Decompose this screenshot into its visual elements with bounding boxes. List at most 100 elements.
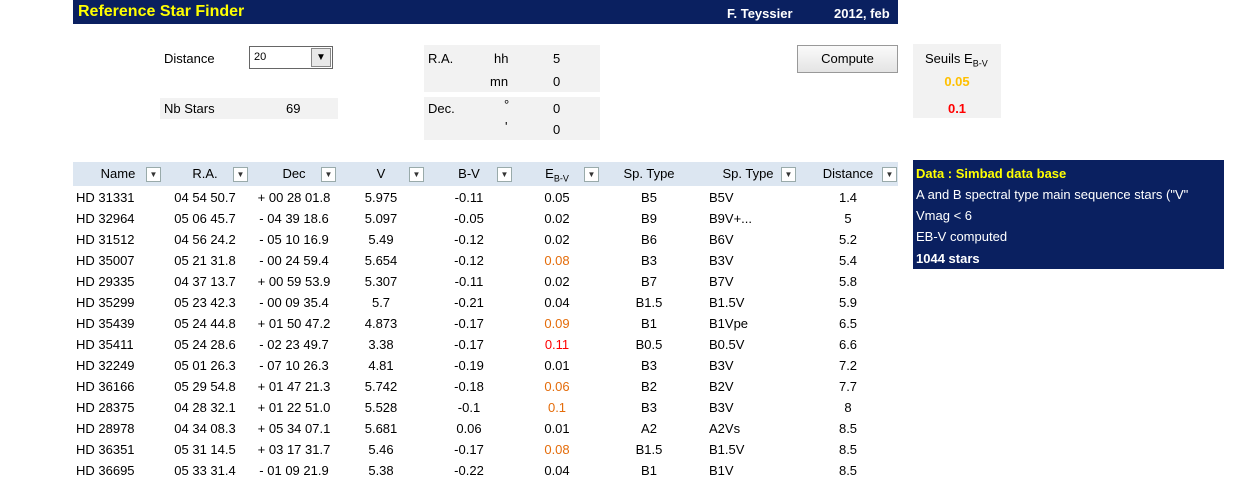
dec-min-label: ' bbox=[505, 119, 508, 134]
distance-label: Distance bbox=[164, 51, 215, 66]
filter-button[interactable]: ▼ bbox=[321, 167, 336, 182]
table-cell: HD 36351 bbox=[76, 442, 135, 457]
table-cell: 5.742 bbox=[364, 379, 398, 394]
column-header-text: Sp. Type bbox=[722, 166, 774, 181]
table-cell: HD 29335 bbox=[76, 274, 135, 289]
table-cell: 5.528 bbox=[364, 400, 398, 415]
filter-button[interactable]: ▼ bbox=[146, 167, 161, 182]
table-cell: 05 33 31.4 bbox=[174, 463, 236, 478]
table-cell: 05 29 54.8 bbox=[174, 379, 236, 394]
table-cell: 04 56 24.2 bbox=[174, 232, 236, 247]
table-cell: - 02 23 49.7 bbox=[259, 337, 329, 352]
column-header-text: V bbox=[376, 166, 386, 181]
dec-min: 0 bbox=[553, 122, 561, 137]
dec-label: Dec. bbox=[428, 101, 455, 116]
dec-deg-label: ° bbox=[504, 97, 510, 112]
table-cell: -0.17 bbox=[454, 442, 484, 457]
table-cell: 0.04 bbox=[544, 463, 570, 478]
table-cell: 1.4 bbox=[838, 190, 858, 205]
table-cell: 3.38 bbox=[368, 337, 394, 352]
table-cell: -0.12 bbox=[454, 232, 484, 247]
table-cell: - 01 09 21.9 bbox=[259, 463, 329, 478]
filter-button[interactable]: ▼ bbox=[781, 167, 796, 182]
column-header: Sp. Type bbox=[722, 163, 773, 184]
table-cell: 0.06 bbox=[456, 421, 482, 436]
column-header: V bbox=[377, 163, 386, 184]
author: F. Teyssier bbox=[727, 6, 793, 21]
table-cell: B3V bbox=[709, 400, 734, 415]
table-cell: B3 bbox=[641, 400, 657, 415]
table-cell: 05 01 26.3 bbox=[174, 358, 236, 373]
table-cell: 5 bbox=[844, 211, 852, 226]
seuil-value: 0.05 bbox=[944, 74, 970, 89]
info-line: Vmag < 6 bbox=[916, 208, 973, 223]
table-cell: 0.02 bbox=[544, 232, 570, 247]
compute-button[interactable]: Compute bbox=[797, 45, 898, 73]
table-cell: + 01 22 51.0 bbox=[257, 400, 331, 415]
table-cell: -0.18 bbox=[454, 379, 484, 394]
table-cell: 4.81 bbox=[368, 358, 394, 373]
table-cell: 8 bbox=[844, 400, 852, 415]
filter-button[interactable]: ▼ bbox=[882, 167, 897, 182]
table-cell: B1.5 bbox=[635, 295, 663, 310]
ra-mn-label: mn bbox=[490, 74, 509, 89]
dropdown-arrow[interactable]: ▼ bbox=[311, 48, 331, 67]
table-cell: 6.6 bbox=[838, 337, 858, 352]
table-cell: 0.01 bbox=[544, 358, 570, 373]
table-cell: HD 35007 bbox=[76, 253, 135, 268]
table-cell: + 05 34 07.1 bbox=[257, 421, 331, 436]
compute-label: Compute bbox=[821, 51, 874, 66]
table-cell: 0.01 bbox=[544, 421, 570, 436]
table-cell: 4.873 bbox=[364, 316, 398, 331]
seuils-sub: B-V bbox=[972, 58, 988, 69]
info-line: A and B spectral type main sequence star… bbox=[916, 187, 1189, 202]
column-header: Name bbox=[101, 163, 136, 184]
filter-button[interactable]: ▼ bbox=[233, 167, 248, 182]
table-cell: 0.08 bbox=[544, 253, 570, 268]
column-header: R.A. bbox=[192, 163, 217, 184]
table-cell: 0.05 bbox=[544, 190, 570, 205]
table-cell: B2V bbox=[709, 379, 734, 394]
table-cell: + 00 59 53.9 bbox=[257, 274, 331, 289]
table-cell: -0.17 bbox=[454, 337, 484, 352]
table-cell: 5.2 bbox=[838, 232, 858, 247]
table-cell: 0.02 bbox=[544, 274, 570, 289]
column-header: EB-V bbox=[545, 163, 569, 190]
table-cell: HD 28375 bbox=[76, 400, 135, 415]
ra-hh: 5 bbox=[553, 51, 561, 66]
column-header-text: Sp. Type bbox=[623, 166, 675, 181]
table-cell: HD 35411 bbox=[76, 337, 134, 352]
table-cell: 5.4 bbox=[838, 253, 858, 268]
table-cell: 5.38 bbox=[368, 463, 394, 478]
nb-stars-bg bbox=[160, 98, 338, 119]
header-bar bbox=[73, 0, 898, 24]
table-cell: -0.05 bbox=[454, 211, 484, 226]
filter-button[interactable]: ▼ bbox=[409, 167, 424, 182]
table-cell: B5V bbox=[709, 190, 734, 205]
table-cell: B6V bbox=[709, 232, 734, 247]
table-cell: 8.5 bbox=[838, 442, 858, 457]
filter-button[interactable]: ▼ bbox=[584, 167, 599, 182]
table-cell: B3 bbox=[641, 253, 657, 268]
table-cell: B1Vpe bbox=[709, 316, 749, 331]
filter-button[interactable]: ▼ bbox=[497, 167, 512, 182]
column-header-text: Name bbox=[100, 166, 136, 181]
table-cell: 5.9 bbox=[838, 295, 858, 310]
table-cell: - 05 10 16.9 bbox=[259, 232, 329, 247]
info-line: EB-V computed bbox=[916, 229, 1008, 244]
table-cell: 05 06 45.7 bbox=[174, 211, 236, 226]
distance-dropdown[interactable]: 20 ▼ bbox=[249, 46, 333, 69]
dec-deg: 0 bbox=[553, 101, 561, 116]
table-cell: 6.5 bbox=[838, 316, 858, 331]
table-cell: -0.17 bbox=[454, 316, 484, 331]
table-cell: B1 bbox=[641, 316, 657, 331]
table-cell: - 00 09 35.4 bbox=[259, 295, 329, 310]
table-cell: 05 21 31.8 bbox=[174, 253, 236, 268]
column-header: Sp. Type bbox=[623, 163, 674, 184]
table-cell: B7 bbox=[641, 274, 657, 289]
table-cell: 04 37 13.7 bbox=[174, 274, 236, 289]
table-cell: 5.7 bbox=[371, 295, 391, 310]
table-cell: + 01 47 21.3 bbox=[257, 379, 331, 394]
table-cell: 5.975 bbox=[364, 190, 398, 205]
column-header: B-V bbox=[458, 163, 480, 184]
